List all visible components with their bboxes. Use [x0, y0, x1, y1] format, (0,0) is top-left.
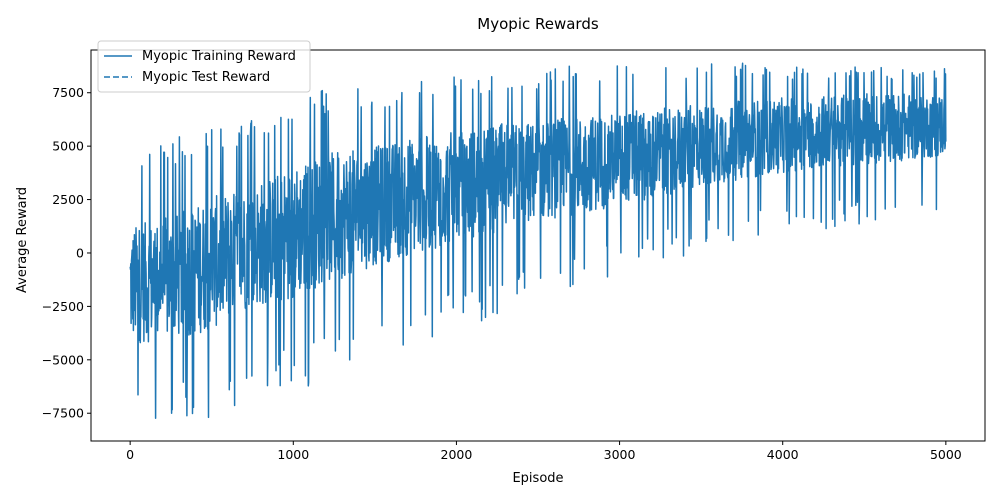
y-tick-label: −5000: [42, 352, 84, 367]
x-axis-label: Episode: [512, 471, 563, 486]
y-tick-label: 0: [76, 245, 84, 260]
legend-box: [97, 40, 311, 93]
chart-title: Myopic Rewards: [477, 15, 599, 33]
legend-label-training: Myopic Training Reward: [142, 49, 296, 64]
series-line-training: [129, 62, 947, 420]
y-tick-label: −7500: [42, 406, 84, 421]
x-tick-label: 4000: [767, 447, 799, 462]
y-tick-label: −2500: [42, 299, 84, 314]
x-tick-label: 0: [126, 447, 134, 462]
x-tick-label: 2000: [441, 447, 473, 462]
y-tick-label: 2500: [52, 192, 84, 207]
x-tick-label: 5000: [930, 447, 962, 462]
plot-area: [129, 62, 947, 420]
x-tick-label: 3000: [604, 447, 636, 462]
axes-frame: [90, 49, 986, 442]
legend-label-test: Myopic Test Reward: [142, 70, 270, 85]
y-tick-label: 7500: [52, 85, 84, 100]
y-tick-label: 5000: [52, 139, 84, 154]
x-tick-label: 1000: [277, 447, 309, 462]
legend: Myopic Training Reward Myopic Test Rewar…: [97, 40, 311, 93]
y-axis-label: Average Reward: [15, 187, 30, 293]
axes: 0 1000 2000 3000 4000 5000 −7500 −5000 −2500 0 250…: [42, 49, 986, 462]
